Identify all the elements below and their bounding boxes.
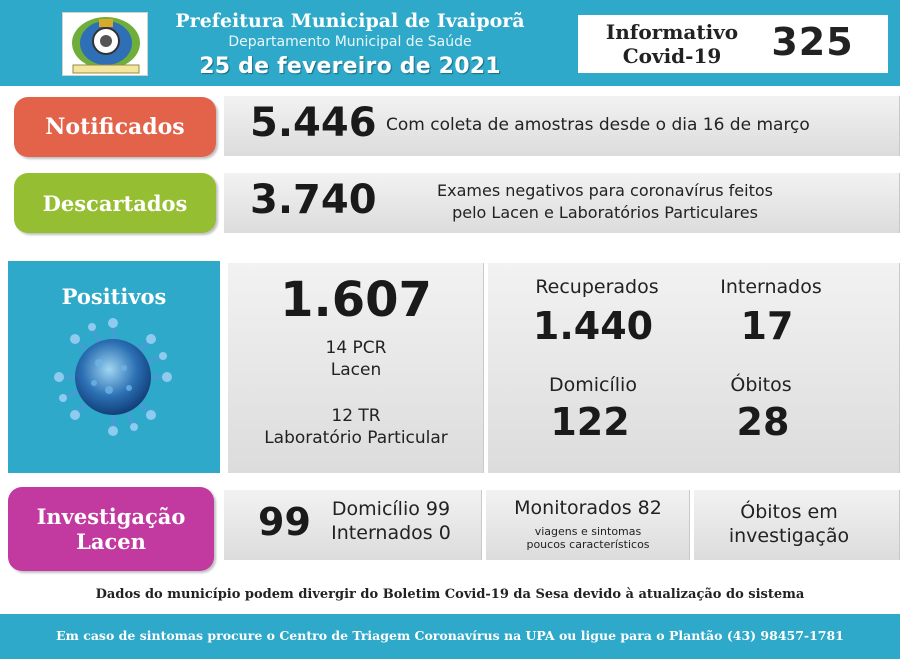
monitorados-box: [486, 490, 690, 560]
domicilio-value: 122: [550, 400, 630, 444]
prefeitura-title: Prefeitura Municipal de Ivaiporã: [175, 10, 525, 32]
obitos-investigacao-line1: Óbitos em: [740, 501, 838, 523]
disclaimer-text: Dados do município podem divergir do Bol…: [95, 587, 805, 602]
notificados-bar: [224, 96, 900, 156]
recuperados-label: Recuperados: [535, 276, 659, 298]
obitos-investigacao: Óbitos em investigação: [694, 500, 884, 548]
bulletin-date: 25 de fevereiro de 2021: [199, 54, 501, 79]
tr-source: Laboratório Particular: [264, 428, 448, 448]
municipal-logo: [62, 12, 148, 76]
obitos-value: 28: [736, 400, 790, 444]
investigacao-detail: Domicílio 99 Internados 0: [326, 497, 456, 545]
investigacao-internados: Internados 0: [331, 522, 451, 544]
recuperados-value: 1.440: [532, 304, 654, 348]
obitos-investigacao-line2: investigação: [728, 525, 850, 547]
notificados-value: 5.446: [250, 100, 377, 146]
investigacao-label: Investigação Lacen: [8, 487, 214, 571]
investigacao-box: [224, 490, 482, 560]
descartados-description: Exames negativos para coronavírus feitos…: [380, 180, 830, 224]
notificados-description: Com coleta de amostras desde o dia 16 de…: [386, 115, 810, 135]
domicilio-label: Domicílio: [549, 374, 637, 396]
coronavirus-icon: [54, 318, 172, 436]
monitorados-label: Monitorados 82: [514, 497, 662, 519]
informativo-box: [578, 15, 888, 73]
informativo-label: Informativo Covid-19: [592, 20, 752, 68]
internados-value: 17: [740, 304, 794, 348]
internados-label: Internados: [720, 276, 822, 298]
departamento-subtitle: Departamento Municipal de Saúde: [228, 34, 472, 50]
obitos-label: Óbitos: [730, 374, 792, 396]
informativo-line1: Informativo: [605, 20, 739, 44]
descartados-label: Descartados: [14, 173, 216, 233]
monitorados-subtext-line2: poucos característicos: [526, 538, 650, 551]
pcr-source: Lacen: [330, 360, 382, 380]
monitorados-subtext: viagens e sintomas poucos característico…: [486, 525, 690, 551]
investigacao-label-line1: Investigação: [36, 504, 186, 529]
positivos-breakdown-box: [488, 263, 900, 473]
descartados-description-line2: pelo Lacen e Laboratórios Particulares: [452, 203, 758, 222]
bulletin-number: 325: [771, 20, 854, 64]
informativo-line2: Covid-19: [622, 44, 722, 68]
descartados-bar: [224, 173, 900, 233]
pcr-count: 14 PCR: [325, 338, 387, 358]
notificados-label: Notificados: [14, 97, 216, 157]
monitorados-subtext-line1: viagens e sintomas: [534, 525, 642, 538]
investigacao-label-line2: Lacen: [76, 529, 146, 554]
descartados-value: 3.740: [250, 177, 377, 223]
positivos-label: Positivos: [61, 284, 167, 309]
footer-banner: [0, 614, 900, 659]
investigacao-value: 99: [258, 500, 311, 544]
descartados-description-line1: Exames negativos para coronavírus feitos: [437, 181, 773, 200]
contact-text: Em caso de sintomas procure o Centro de …: [56, 628, 844, 643]
positivos-total-box: [228, 263, 484, 473]
tr-count: 12 TR: [331, 406, 381, 426]
investigacao-domicilio: Domicílio 99: [331, 498, 451, 520]
positivos-value: 1.607: [280, 272, 432, 328]
